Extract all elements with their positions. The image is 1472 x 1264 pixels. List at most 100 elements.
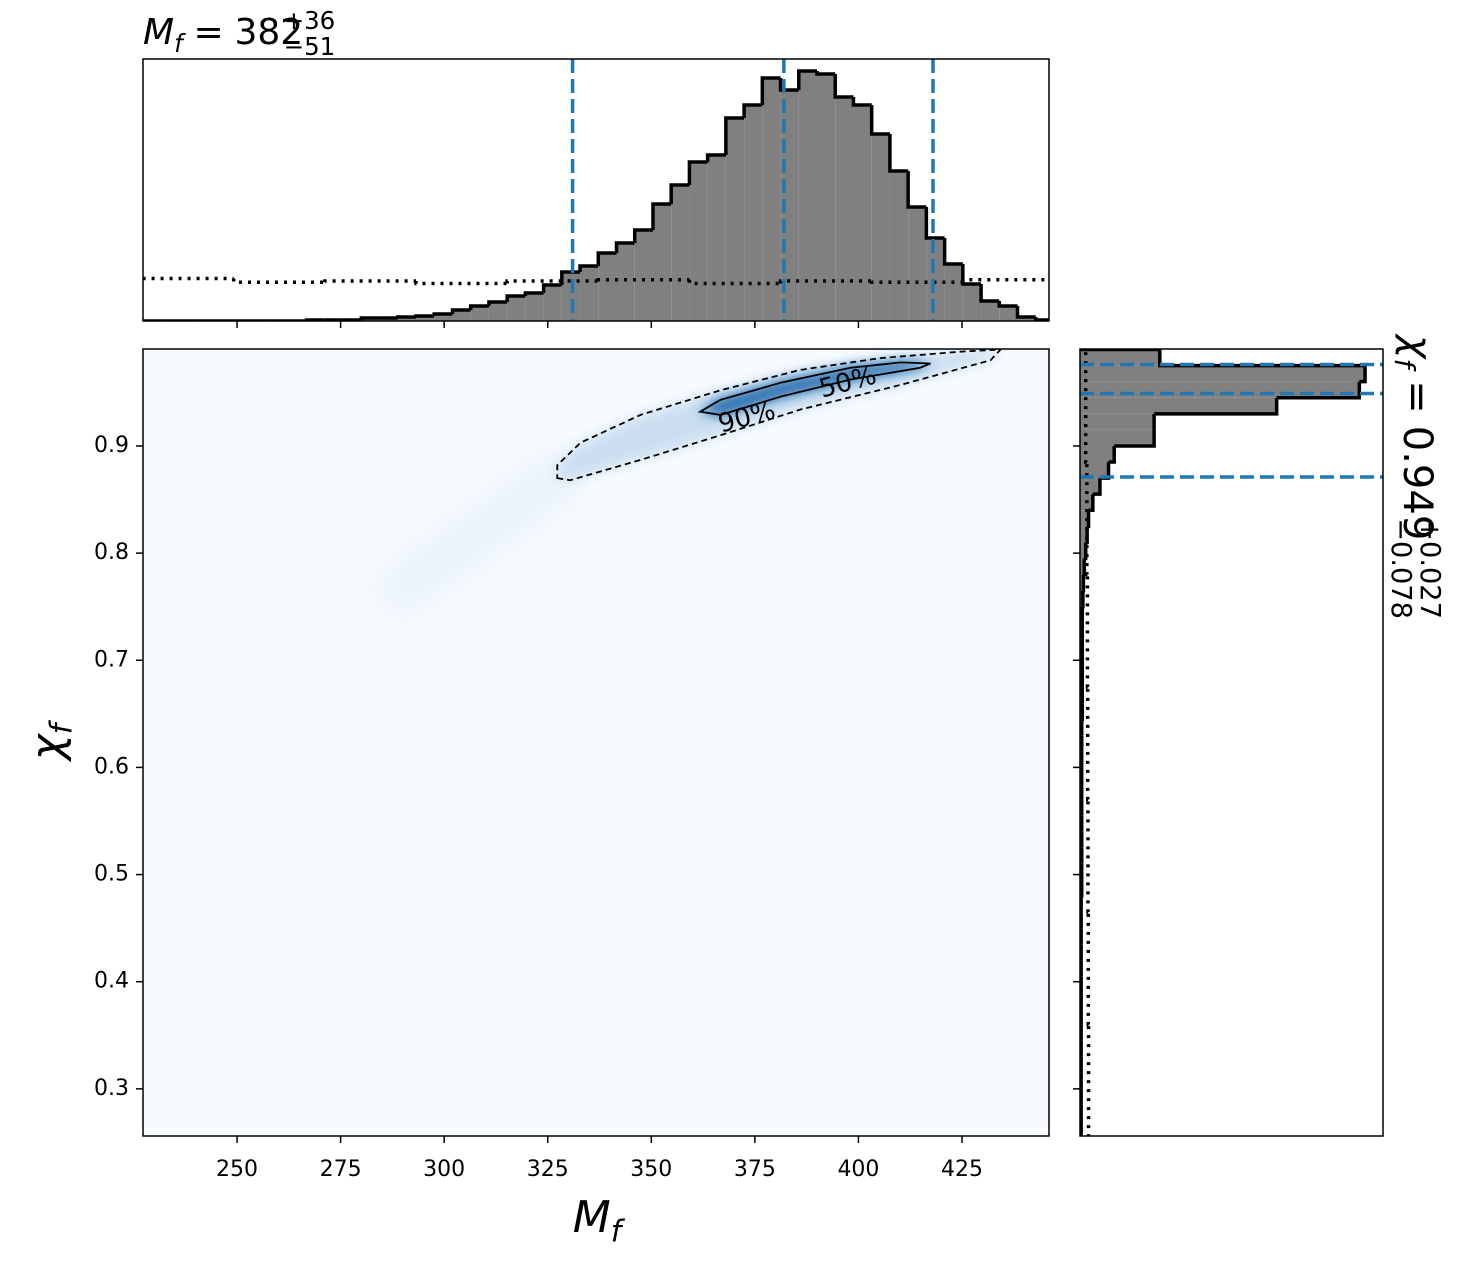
frames	[142, 58, 1384, 1137]
bar	[926, 238, 945, 321]
bar-outline	[505, 294, 526, 302]
bar-outline	[1082, 558, 1087, 577]
x-tick-label: 275	[320, 1157, 362, 1182]
bar-outline	[1092, 478, 1102, 496]
bar	[434, 314, 453, 321]
top-frame	[142, 58, 1050, 322]
x-tick-label: 300	[423, 1157, 465, 1182]
bar	[561, 272, 581, 321]
upper-error: +0.027	[1414, 518, 1445, 619]
prior-step	[323, 279, 417, 283]
bar-outline	[1015, 306, 1036, 319]
bar-outline	[487, 300, 508, 306]
prior-step	[687, 279, 781, 286]
bar	[944, 264, 963, 321]
bar-outline	[432, 312, 453, 316]
y-tick-label: 0.7	[94, 647, 129, 672]
bar-outline	[578, 264, 599, 272]
bar	[470, 306, 489, 321]
prior-step	[869, 280, 963, 284]
subscript: f	[45, 719, 80, 734]
bar-outline	[724, 116, 745, 155]
quantile-lines	[570, 59, 1383, 479]
density-tail	[380, 455, 580, 610]
ticks: 250 275 300 325 350 375 400 425 0.3 0.4 0.5 0.6 0.7 0…	[94, 321, 1080, 1182]
bar	[871, 134, 890, 321]
value: 382	[234, 12, 303, 53]
bar-outline	[596, 251, 617, 266]
bar	[1080, 381, 1360, 398]
bar-outline	[1086, 510, 1091, 529]
bar	[525, 293, 544, 321]
bar	[725, 118, 745, 321]
bar	[1080, 365, 1366, 382]
bar	[1080, 445, 1115, 463]
y-tick-label: 0.6	[94, 754, 129, 779]
bar	[1080, 413, 1155, 430]
lower-error: −51	[284, 32, 336, 61]
bar-outline	[906, 171, 927, 209]
bar-outline	[1081, 574, 1086, 593]
bar	[908, 207, 927, 321]
bar-outline	[359, 316, 380, 320]
equation: χf = 0.949	[1388, 333, 1440, 540]
symbol: χ	[1394, 333, 1440, 360]
bar	[488, 302, 508, 321]
bar	[580, 266, 599, 321]
side-histogram	[1080, 349, 1367, 1136]
bar	[798, 71, 818, 321]
subscript: f	[174, 29, 186, 58]
bar-outline	[979, 284, 1000, 303]
bar-outline	[687, 160, 708, 185]
bar-outline	[450, 308, 471, 314]
bar	[744, 105, 763, 321]
x-tick-label: 350	[630, 1157, 672, 1182]
bar	[416, 316, 435, 321]
symbol: M	[143, 12, 174, 53]
prior-step	[414, 281, 508, 286]
bar	[507, 296, 526, 321]
subscript: f	[1388, 359, 1419, 372]
bar-outline	[997, 301, 1018, 308]
bar	[689, 162, 708, 321]
bar-outline	[924, 207, 945, 240]
equation: Mf = 382	[143, 12, 303, 58]
y-label: χf	[22, 719, 80, 762]
bar	[1017, 317, 1036, 321]
contour	[697, 361, 931, 416]
bar	[1080, 558, 1085, 575]
bar-outline	[1154, 397, 1279, 416]
bar-outline	[1276, 381, 1362, 400]
bar	[1080, 429, 1155, 446]
bar-outline	[797, 69, 818, 90]
bar	[889, 171, 909, 321]
bar-outline	[396, 315, 417, 319]
equals: =	[193, 12, 223, 53]
bar	[634, 230, 653, 321]
heatmap-background	[143, 349, 1049, 1136]
symbol: χ	[22, 732, 73, 762]
bar-outline	[1080, 879, 1084, 898]
bar	[853, 105, 872, 321]
side-title: χf = 0.949+0.027−0.078	[1385, 333, 1445, 619]
y-tick-label: 0.8	[94, 540, 129, 565]
equals: =	[1394, 380, 1440, 414]
bar	[543, 285, 562, 321]
y-tick-label: 0.4	[94, 969, 129, 994]
bar-outline	[1114, 429, 1156, 448]
bar	[397, 317, 417, 321]
bar-outline	[1080, 703, 1085, 721]
bar-outline	[1081, 590, 1085, 609]
x-tick-label: 325	[527, 1157, 569, 1182]
bar-outline	[833, 74, 854, 99]
bar-outline	[468, 304, 489, 310]
subscript: f	[611, 1215, 626, 1250]
y-tick-label: 0.5	[94, 862, 129, 887]
bar	[817, 74, 836, 321]
bar-outline	[1108, 445, 1116, 464]
bar	[999, 306, 1018, 321]
bar-outline	[1033, 317, 1049, 321]
bar-outline	[414, 314, 435, 318]
